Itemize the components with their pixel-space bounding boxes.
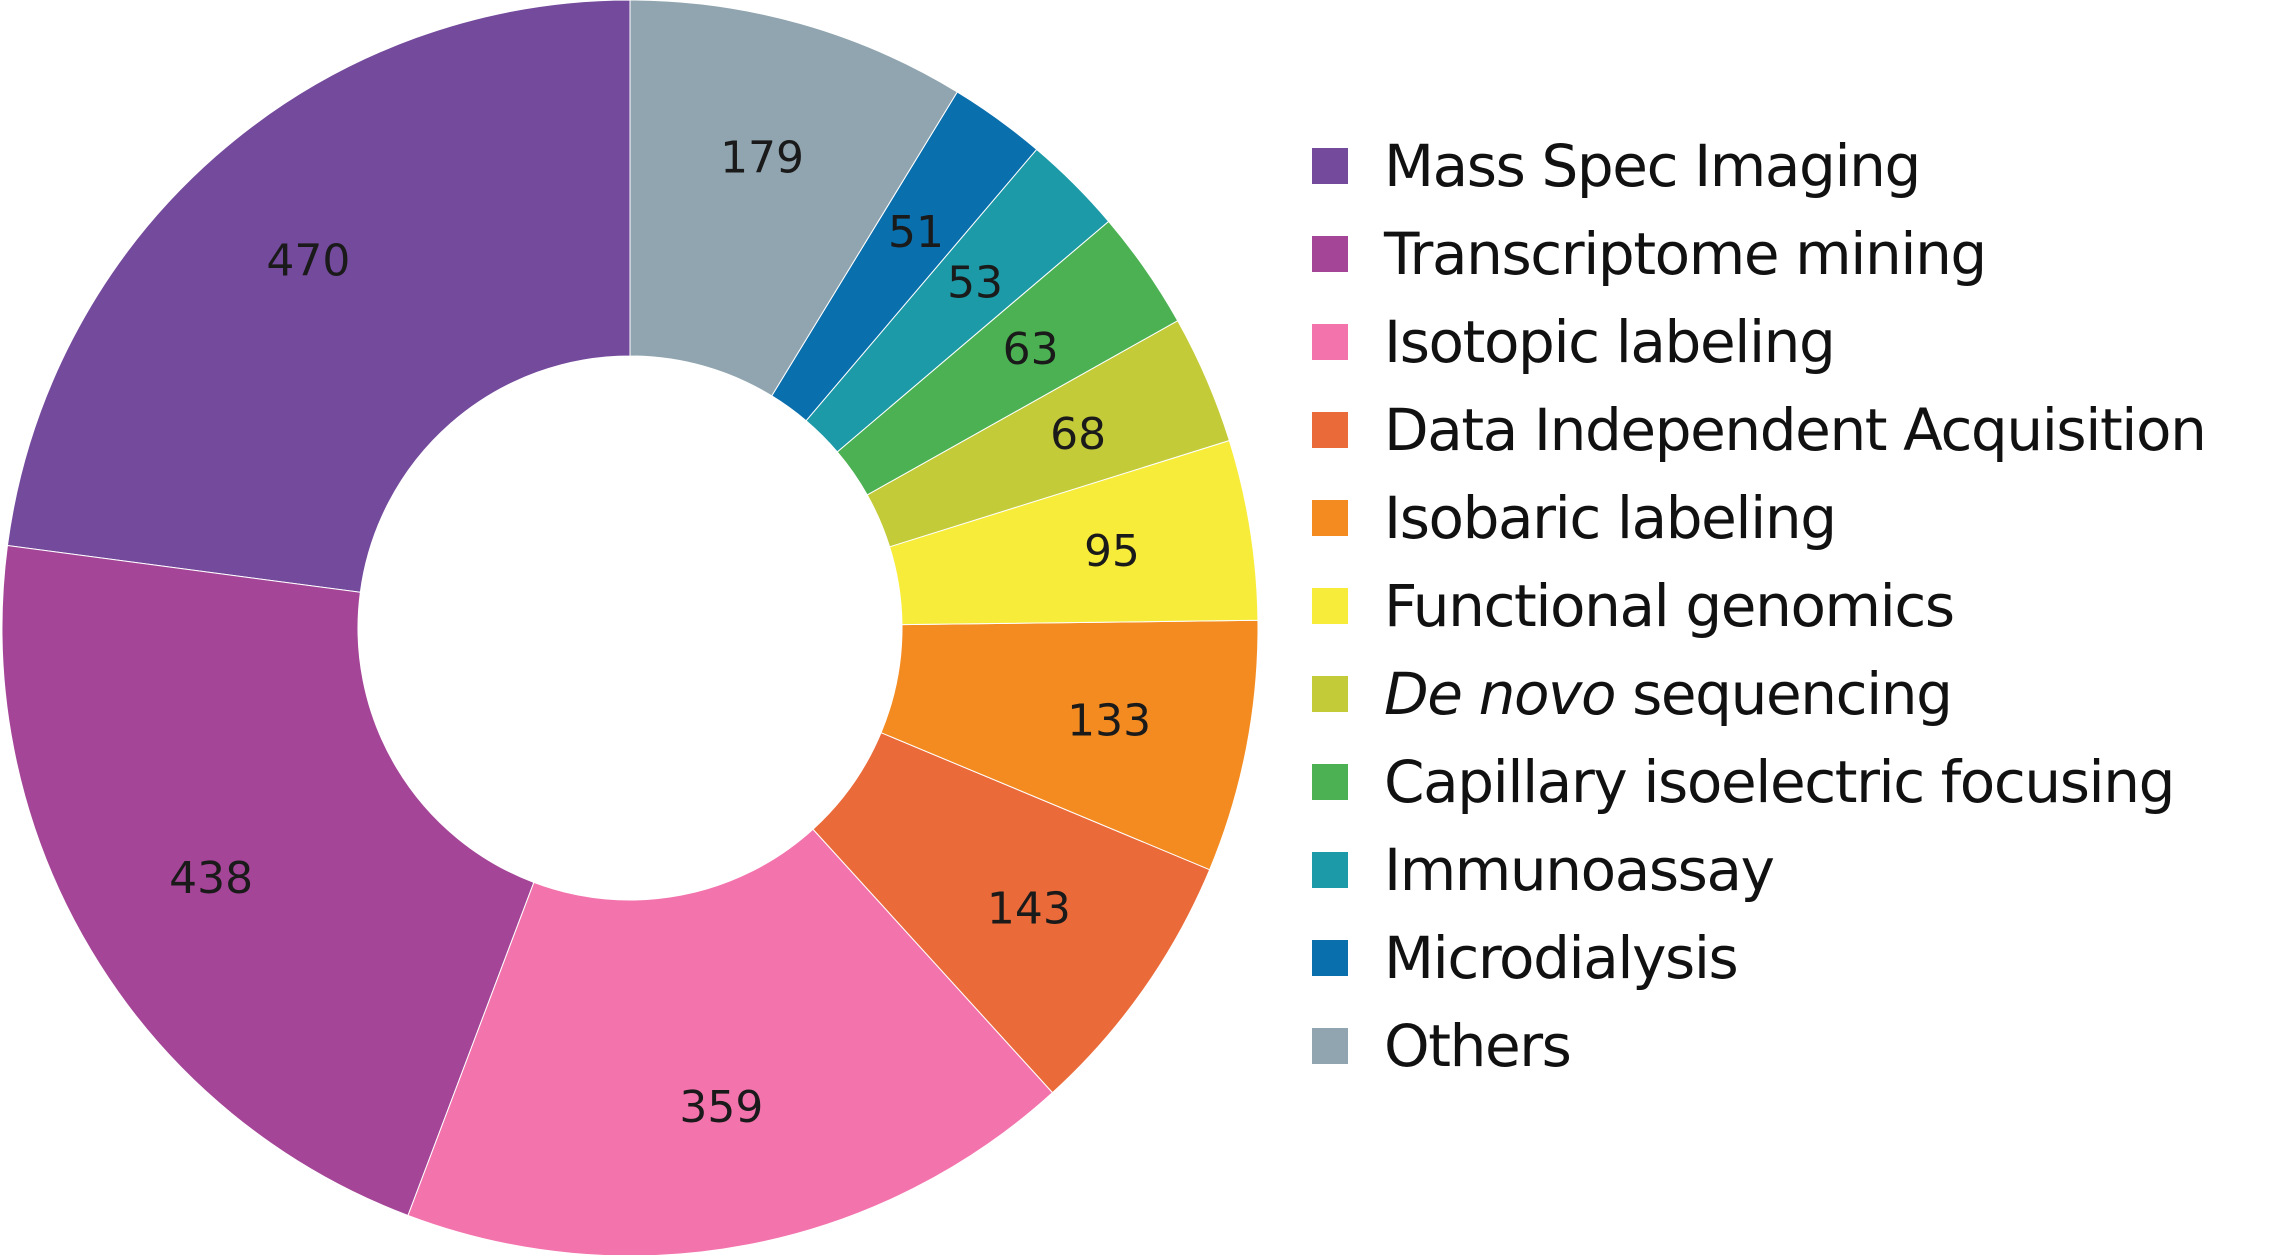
slice-value-label-4: 133 xyxy=(1067,695,1151,746)
legend-label-italic-6: De novo xyxy=(1384,660,1616,728)
legend-swatch-8 xyxy=(1312,852,1348,888)
slice-value-label-9: 51 xyxy=(888,207,944,258)
legend-swatch-7 xyxy=(1312,764,1348,800)
legend-entry-10: Others xyxy=(1312,1002,2205,1090)
legend-swatch-4 xyxy=(1312,500,1348,536)
legend-entry-4: Isobaric labeling xyxy=(1312,474,2205,562)
legend-swatch-10 xyxy=(1312,1028,1348,1064)
legend-label-2: Isotopic labeling xyxy=(1384,308,1836,376)
legend-entry-3: Data Independent Acquisition xyxy=(1312,386,2207,474)
legend-label-0: Mass Spec Imaging xyxy=(1384,132,1921,200)
legend-swatch-0 xyxy=(1312,148,1348,184)
legend-entry-5: Functional genomics xyxy=(1312,562,2205,650)
legend-label-8: Immunoassay xyxy=(1384,836,1775,904)
legend-swatch-9 xyxy=(1312,940,1348,976)
legend-swatch-5 xyxy=(1312,588,1348,624)
legend-swatch-2 xyxy=(1312,324,1348,360)
legend-label-9: Microdialysis xyxy=(1384,924,1739,992)
legend-swatch-1 xyxy=(1312,236,1348,272)
slice-3 xyxy=(812,732,1211,1094)
slice-1 xyxy=(1,544,535,1217)
slice-value-label-6: 68 xyxy=(1050,409,1106,460)
slice-value-label-7: 63 xyxy=(1003,324,1059,375)
slice-value-label-3: 143 xyxy=(987,884,1071,935)
legend-label-10: Others xyxy=(1384,1012,1572,1080)
legend-label-1: Transcriptome mining xyxy=(1384,220,1987,288)
legend-entry-0: Mass Spec Imaging xyxy=(1312,122,2205,210)
legend-entry-2: Isotopic labeling xyxy=(1312,298,2205,386)
legend-entry-1: Transcriptome mining xyxy=(1312,210,2205,298)
legend-label-7: Capillary isoelectric focusing xyxy=(1384,748,2175,816)
legend-entry-7: Capillary isoelectric focusing xyxy=(1312,738,2205,826)
legend-label-3: Data Independent Acquisition xyxy=(1384,396,2207,464)
slice-10 xyxy=(629,0,958,397)
slices xyxy=(1,0,1259,1255)
slice-value-label-0: 470 xyxy=(266,235,350,286)
legend-swatch-6 xyxy=(1312,676,1348,712)
legend-label-4: Isobaric labeling xyxy=(1384,484,1837,552)
legend: Mass Spec Imaging Transcriptome mining Iso… xyxy=(1312,122,2207,1090)
legend-label-rest-6: sequencing xyxy=(1615,660,1953,728)
slice-value-label-5: 95 xyxy=(1084,526,1140,577)
slice-value-label-8: 53 xyxy=(947,257,1003,308)
slice-value-label-2: 359 xyxy=(679,1082,763,1133)
legend-swatch-3 xyxy=(1312,412,1348,448)
legend-entry-6: De novo sequencing xyxy=(1312,650,2205,738)
slice-value-label-1: 438 xyxy=(169,853,253,904)
legend-label-6: De novo sequencing xyxy=(1384,660,1953,728)
slice-0 xyxy=(6,0,631,593)
legend-entry-9: Microdialysis xyxy=(1312,914,2205,1002)
legend-entry-8: Immunoassay xyxy=(1312,826,2205,914)
legend-label-5: Functional genomics xyxy=(1384,572,1955,640)
slice-value-label-10: 179 xyxy=(720,133,804,184)
